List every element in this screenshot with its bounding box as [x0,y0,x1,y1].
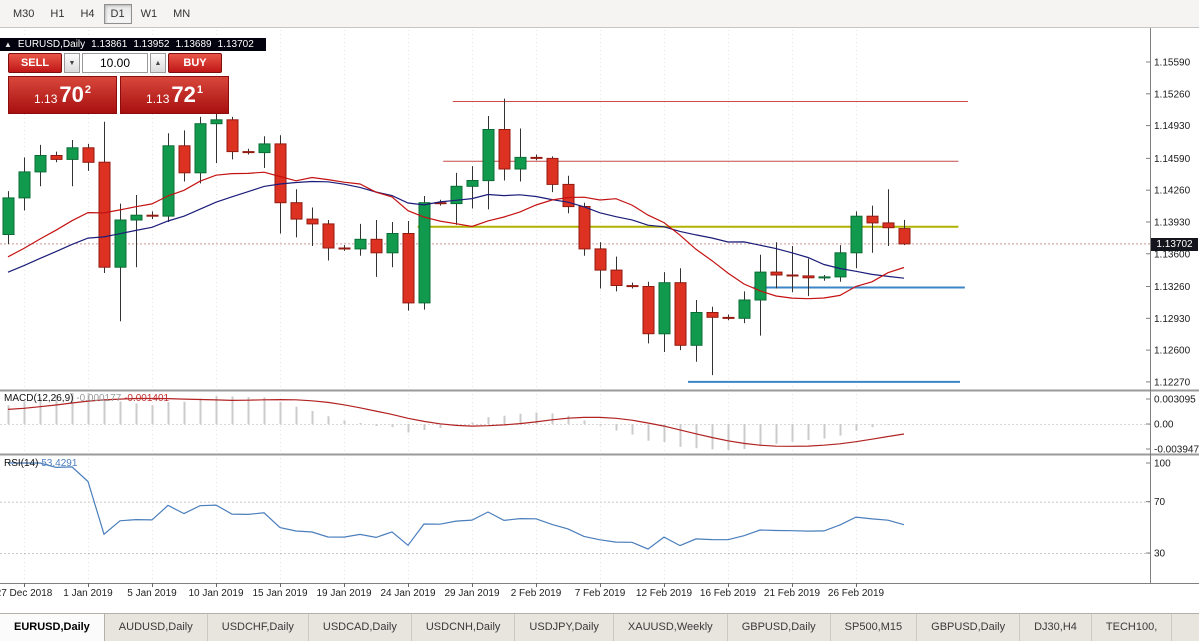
svg-text:0.00: 0.00 [1154,420,1174,431]
ma-fast-line [7,171,905,300]
svg-text:1.13930: 1.13930 [1154,217,1191,228]
svg-text:19 Jan 2019: 19 Jan 2019 [316,588,371,599]
svg-text:1.14590: 1.14590 [1154,154,1191,165]
chart-window-icon: ▲ [4,40,12,49]
svg-text:1.12270: 1.12270 [1154,377,1191,388]
buy-price-tile[interactable]: 1.13 72 1 [120,76,229,114]
rsi-value: 53.4291 [41,458,78,469]
bottom-tab-sp500-m15[interactable]: SP500,M15 [831,614,918,641]
macd-main-value: -0.000177 [76,393,122,404]
bottom-tab-eurusd-daily[interactable]: EURUSD,Daily [0,614,105,641]
bottom-tab-gbpusd-daily[interactable]: GBPUSD,Daily [917,614,1021,641]
one-click-trading-panel: SELL ▼ ▲ BUY 1.13 70 2 1.13 72 1 [8,53,230,114]
timeframe-toolbar: M30 H1 H4 D1 W1 MN [0,0,1199,28]
chart-canvas[interactable]: 1.15590 1.15260 1.14930 1.14590 1.14260 1.139… [0,28,1199,613]
svg-text:-0.003947: -0.003947 [1154,445,1199,456]
sell-price-pips: 70 [59,82,84,107]
buy-button[interactable]: BUY [168,53,222,73]
candlestick-series [2,98,911,376]
buy-price-point: 1 [196,84,203,96]
svg-text:10 Jan 2019: 10 Jan 2019 [188,588,243,599]
rsi-name: RSI(14) [4,458,39,469]
svg-text:1 Jan 2019: 1 Jan 2019 [63,588,113,599]
price-scale[interactable]: 1.15590 1.15260 1.14930 1.14590 1.14260 1.139… [1146,58,1199,560]
macd-signal-line [7,397,905,447]
svg-text:12 Feb 2019: 12 Feb 2019 [636,588,693,599]
svg-text:30: 30 [1154,548,1166,559]
bottom-tab-xauusd-weekly[interactable]: XAUUSD,Weekly [614,614,728,641]
svg-text:1.14930: 1.14930 [1154,121,1191,132]
volume-increase-icon[interactable]: ▲ [150,53,166,73]
buy-price-figure: 1.13 [146,91,170,106]
volume-input[interactable] [82,53,148,73]
ohlc-close: 1.13702 [217,39,254,50]
bottom-tab-usdcnh-daily[interactable]: USDCNH,Daily [412,614,516,641]
time-scale[interactable]: 27 Dec 2018 1 Jan 2019 5 Jan 2019 10 Jan 20… [0,583,885,599]
bottom-tab-tech100-[interactable]: TECH100, [1092,614,1173,641]
svg-text:1.12600: 1.12600 [1154,346,1191,357]
svg-text:1.13260: 1.13260 [1154,282,1191,293]
macd-indicator-label: MACD(12,26,9) -0.000177 -0.001401 [4,393,169,404]
rsi-indicator-label: RSI(14) 53.4291 [4,458,77,469]
buy-price-pips: 72 [171,82,196,107]
timeframe-button-h1[interactable]: H1 [43,4,71,24]
svg-text:27 Dec 2018: 27 Dec 2018 [0,588,53,599]
current-price-tag: 1.13702 [1151,238,1198,251]
svg-text:70: 70 [1154,497,1166,508]
svg-text:29 Jan 2019: 29 Jan 2019 [444,588,499,599]
bottom-tab-audusd-daily[interactable]: AUDUSD,Daily [105,614,208,641]
svg-text:16 Feb 2019: 16 Feb 2019 [700,588,757,599]
svg-text:26 Feb 2019: 26 Feb 2019 [828,588,885,599]
ohlc-open: 1.13861 [91,39,128,50]
svg-text:100: 100 [1154,459,1171,470]
sell-price-figure: 1.13 [34,91,58,106]
macd-histogram [7,393,906,450]
volume-decrease-icon[interactable]: ▼ [64,53,80,73]
bottom-tab-usdjpy-daily[interactable]: USDJPY,Daily [515,614,614,641]
sell-price-tile[interactable]: 1.13 70 2 [8,76,117,114]
rsi-line [8,462,905,550]
ohlc-high: 1.13952 [133,39,170,50]
chart-symbol: EURUSD,Daily [17,39,86,50]
ma-slow-line [7,180,905,279]
timeframe-button-d1[interactable]: D1 [103,3,132,24]
svg-text:5 Jan 2019: 5 Jan 2019 [127,588,177,599]
bottom-tab-gbpusd-daily[interactable]: GBPUSD,Daily [728,614,831,641]
ohlc-low: 1.13689 [175,39,212,50]
svg-text:1.13600: 1.13600 [1154,249,1191,260]
svg-text:1.14260: 1.14260 [1154,186,1191,197]
svg-text:7 Feb 2019: 7 Feb 2019 [575,588,626,599]
macd-name: MACD(12,26,9) [4,393,74,404]
chart-tabs-bar: EURUSD,Daily AUDUSD,Daily USDCHF,Daily USDC… [0,613,1199,641]
svg-text:15 Jan 2019: 15 Jan 2019 [252,588,307,599]
timeframe-button-h4[interactable]: H4 [73,4,101,24]
grid [24,30,857,582]
bottom-tab-usdchf-daily[interactable]: USDCHF,Daily [208,614,309,641]
chart-area[interactable]: 1.15590 1.15260 1.14930 1.14590 1.14260 1.139… [0,28,1199,613]
macd-signal-value: -0.001401 [124,393,170,404]
sell-button[interactable]: SELL [8,53,62,73]
svg-text:1.15260: 1.15260 [1154,89,1191,100]
svg-text:0.003095: 0.003095 [1154,395,1196,406]
timeframe-button-mn[interactable]: MN [166,4,197,24]
svg-text:2 Feb 2019: 2 Feb 2019 [511,588,562,599]
bottom-tab-usdcad-daily[interactable]: USDCAD,Daily [309,614,412,641]
timeframe-button-m30[interactable]: M30 [6,4,41,24]
timeframe-button-w1[interactable]: W1 [134,4,165,24]
svg-text:1.12930: 1.12930 [1154,314,1191,325]
bottom-tab-dj30-h4[interactable]: DJ30,H4 [1020,614,1092,641]
sell-price-point: 2 [84,84,91,96]
chart-title-bar: ▲ EURUSD,Daily 1.13861 1.13952 1.13689 1… [0,38,266,51]
svg-text:1.15590: 1.15590 [1154,58,1191,69]
svg-text:21 Feb 2019: 21 Feb 2019 [764,588,821,599]
svg-text:24 Jan 2019: 24 Jan 2019 [380,588,435,599]
